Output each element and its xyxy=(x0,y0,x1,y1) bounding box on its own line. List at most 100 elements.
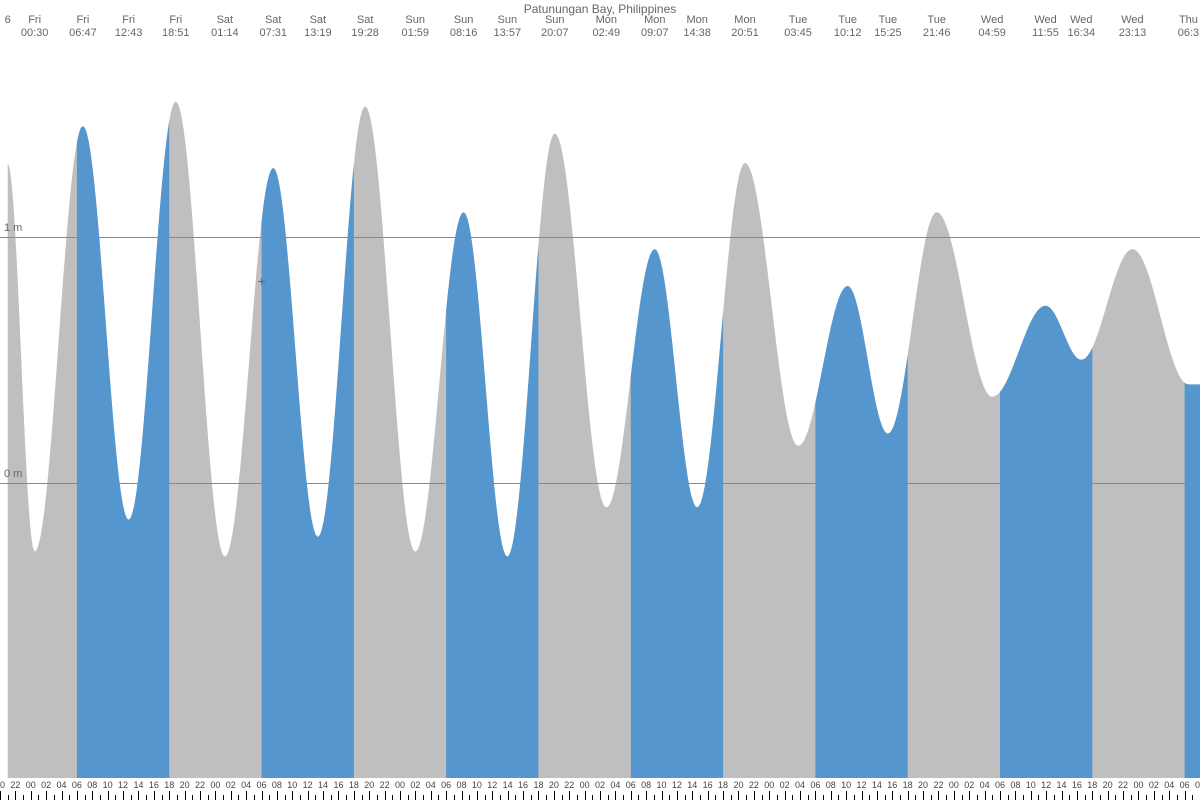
x-tick-minor xyxy=(269,795,270,800)
time-label: Mon02:49 xyxy=(593,14,621,40)
x-tick-minor xyxy=(208,795,209,800)
x-tick-label: 00 xyxy=(395,780,405,790)
x-tick-major xyxy=(262,791,263,800)
x-tick-label: 18 xyxy=(903,780,913,790)
x-tick-major xyxy=(1077,791,1078,800)
x-tick-minor xyxy=(715,795,716,800)
x-tick-label: 16 xyxy=(1072,780,1082,790)
time-label-day: Wed xyxy=(1119,14,1147,27)
x-tick-minor xyxy=(700,795,701,800)
x-tick-major xyxy=(738,791,739,800)
x-tick-label: 02 xyxy=(595,780,605,790)
x-tick-major xyxy=(554,791,555,800)
x-tick-major xyxy=(938,791,939,800)
time-label-day: Mon xyxy=(683,14,711,27)
x-tick-minor xyxy=(992,795,993,800)
x-tick-label: 18 xyxy=(533,780,543,790)
x-tick-major xyxy=(862,791,863,800)
time-label-day: Sun xyxy=(494,14,522,27)
x-tick-minor xyxy=(1085,795,1086,800)
x-tick-major xyxy=(415,791,416,800)
x-tick-major xyxy=(1185,791,1186,800)
x-tick-minor xyxy=(577,795,578,800)
x-tick-major xyxy=(1123,791,1124,800)
x-tick-minor xyxy=(1146,795,1147,800)
x-tick-label: 00 xyxy=(580,780,590,790)
time-label-day: Sat xyxy=(259,14,287,27)
y-axis-label: 0 m xyxy=(4,468,22,480)
x-tick-label: 22 xyxy=(10,780,20,790)
x-tick-major xyxy=(1015,791,1016,800)
time-label-day: Wed xyxy=(978,14,1006,27)
time-label-day: Fri xyxy=(162,14,190,27)
time-label-time: 04:59 xyxy=(978,27,1006,40)
gridline xyxy=(0,483,1200,484)
tide-area-day xyxy=(1185,383,1200,778)
x-tick-label: 04 xyxy=(980,780,990,790)
time-label: Tue10:12 xyxy=(834,14,862,40)
x-tick-label: 04 xyxy=(795,780,805,790)
x-tick-major xyxy=(877,791,878,800)
x-tick-minor xyxy=(808,795,809,800)
tide-area-day xyxy=(77,121,169,778)
time-label-time: 14:38 xyxy=(683,27,711,40)
x-tick-minor xyxy=(408,795,409,800)
x-tick-minor xyxy=(100,795,101,800)
chart-svg xyxy=(0,0,1200,800)
tide-area-day xyxy=(815,286,907,778)
time-label: Fri06:47 xyxy=(69,14,97,40)
time-label-day: Sun xyxy=(450,14,478,27)
x-tick-minor xyxy=(192,795,193,800)
x-tick-major xyxy=(431,791,432,800)
x-tick-minor xyxy=(608,795,609,800)
x-tick-major xyxy=(400,791,401,800)
x-tick-minor xyxy=(823,795,824,800)
x-tick-label: 22 xyxy=(933,780,943,790)
time-label: Thu06:3 xyxy=(1178,14,1199,40)
x-tick-minor xyxy=(38,795,39,800)
x-tick-major xyxy=(923,791,924,800)
time-label-time: 02:49 xyxy=(593,27,621,40)
time-label: Sun01:59 xyxy=(401,14,429,40)
time-label-time: 08:16 xyxy=(450,27,478,40)
x-tick-label: 04 xyxy=(241,780,251,790)
time-label-day: Wed xyxy=(1032,14,1059,27)
x-tick-label: 08 xyxy=(826,780,836,790)
x-tick-major xyxy=(477,791,478,800)
x-tick-major xyxy=(1062,791,1063,800)
x-tick-label: 18 xyxy=(718,780,728,790)
x-tick-major xyxy=(1169,791,1170,800)
x-tick-label: 20 xyxy=(918,780,928,790)
x-tick-major xyxy=(646,791,647,800)
x-tick-label: 04 xyxy=(1164,780,1174,790)
x-tick-major xyxy=(1108,791,1109,800)
x-tick-label: 22 xyxy=(380,780,390,790)
x-tick-label: 04 xyxy=(610,780,620,790)
x-tick-major xyxy=(600,791,601,800)
x-tick-label: 22 xyxy=(564,780,574,790)
time-label-time: 06:3 xyxy=(1178,27,1199,40)
x-tick-label: 16 xyxy=(149,780,159,790)
x-tick-label: 04 xyxy=(57,780,67,790)
x-tick-label: 02 xyxy=(410,780,420,790)
x-tick-label: 12 xyxy=(487,780,497,790)
x-tick-minor xyxy=(838,795,839,800)
x-tick-minor xyxy=(377,795,378,800)
x-tick-label: 10 xyxy=(1026,780,1036,790)
x-tick-label: 12 xyxy=(118,780,128,790)
time-label-day: Sat xyxy=(211,14,239,27)
time-label-time: 18:51 xyxy=(162,27,190,40)
x-tick-minor xyxy=(331,795,332,800)
x-tick-minor xyxy=(300,795,301,800)
x-tick-minor xyxy=(654,795,655,800)
time-label-day: Sat xyxy=(304,14,332,27)
x-tick-minor xyxy=(777,795,778,800)
time-label-time: 01:59 xyxy=(401,27,429,40)
time-label-time: 15:25 xyxy=(874,27,902,40)
x-tick-label: 08 xyxy=(87,780,97,790)
x-tick-minor xyxy=(1069,795,1070,800)
x-tick-minor xyxy=(8,795,9,800)
x-tick-major xyxy=(615,791,616,800)
x-tick-minor xyxy=(131,795,132,800)
time-label-time: 23:13 xyxy=(1119,27,1147,40)
